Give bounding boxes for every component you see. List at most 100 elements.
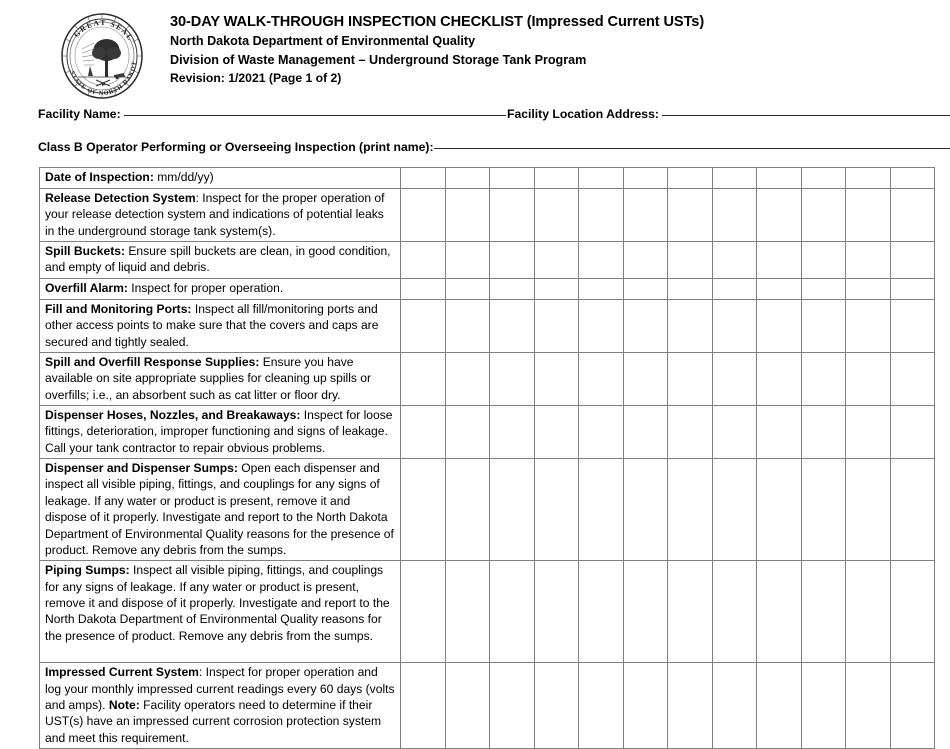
checklist-check-cell[interactable] [579, 300, 624, 353]
facility-address-field[interactable]: Facility Location Address: [494, 107, 950, 122]
checklist-check-cell[interactable] [445, 561, 490, 663]
checklist-check-cell[interactable] [445, 459, 490, 561]
checklist-check-cell[interactable] [401, 189, 446, 242]
checklist-check-cell[interactable] [668, 561, 713, 663]
checklist-check-cell[interactable] [668, 189, 713, 242]
checklist-check-cell[interactable] [445, 168, 490, 189]
facility-address-input[interactable] [662, 115, 950, 116]
checklist-check-cell[interactable] [579, 561, 624, 663]
checklist-check-cell[interactable] [401, 300, 446, 353]
checklist-check-cell[interactable] [757, 189, 802, 242]
checklist-check-cell[interactable] [846, 459, 891, 561]
checklist-check-cell[interactable] [757, 168, 802, 189]
checklist-check-cell[interactable] [668, 353, 713, 406]
checklist-check-cell[interactable] [668, 242, 713, 279]
checklist-check-cell[interactable] [757, 279, 802, 300]
checklist-check-cell[interactable] [846, 279, 891, 300]
checklist-check-cell[interactable] [401, 459, 446, 561]
checklist-check-cell[interactable] [623, 406, 668, 459]
checklist-check-cell[interactable] [579, 459, 624, 561]
checklist-check-cell[interactable] [490, 406, 535, 459]
checklist-check-cell[interactable] [445, 300, 490, 353]
checklist-check-cell[interactable] [801, 189, 846, 242]
facility-name-field[interactable]: Facility Name: [38, 107, 496, 122]
checklist-check-cell[interactable] [579, 168, 624, 189]
checklist-check-cell[interactable] [490, 242, 535, 279]
checklist-check-cell[interactable] [801, 459, 846, 561]
checklist-check-cell[interactable] [579, 663, 624, 749]
checklist-check-cell[interactable] [490, 459, 535, 561]
checklist-check-cell[interactable] [846, 168, 891, 189]
checklist-check-cell[interactable] [445, 242, 490, 279]
checklist-check-cell[interactable] [757, 300, 802, 353]
class-b-operator-input[interactable] [434, 148, 950, 149]
checklist-check-cell[interactable] [757, 353, 802, 406]
checklist-check-cell[interactable] [623, 561, 668, 663]
checklist-check-cell[interactable] [712, 406, 757, 459]
checklist-check-cell[interactable] [623, 663, 668, 749]
checklist-check-cell[interactable] [668, 300, 713, 353]
checklist-check-cell[interactable] [579, 189, 624, 242]
checklist-check-cell[interactable] [623, 242, 668, 279]
checklist-check-cell[interactable] [445, 279, 490, 300]
facility-name-input[interactable] [124, 115, 496, 116]
checklist-check-cell[interactable] [579, 279, 624, 300]
checklist-check-cell[interactable] [534, 189, 579, 242]
checklist-check-cell[interactable] [401, 168, 446, 189]
checklist-check-cell[interactable] [445, 353, 490, 406]
checklist-check-cell[interactable] [490, 189, 535, 242]
checklist-check-cell[interactable] [490, 353, 535, 406]
checklist-check-cell[interactable] [712, 663, 757, 749]
checklist-check-cell[interactable] [534, 168, 579, 189]
checklist-check-cell[interactable] [846, 353, 891, 406]
checklist-check-cell[interactable] [890, 406, 935, 459]
checklist-check-cell[interactable] [890, 561, 935, 663]
checklist-check-cell[interactable] [846, 300, 891, 353]
checklist-check-cell[interactable] [534, 406, 579, 459]
checklist-check-cell[interactable] [846, 242, 891, 279]
checklist-check-cell[interactable] [579, 242, 624, 279]
checklist-check-cell[interactable] [890, 459, 935, 561]
checklist-check-cell[interactable] [712, 168, 757, 189]
checklist-check-cell[interactable] [490, 561, 535, 663]
checklist-check-cell[interactable] [623, 353, 668, 406]
checklist-check-cell[interactable] [445, 189, 490, 242]
checklist-check-cell[interactable] [534, 300, 579, 353]
checklist-check-cell[interactable] [890, 300, 935, 353]
checklist-check-cell[interactable] [890, 663, 935, 749]
checklist-check-cell[interactable] [623, 300, 668, 353]
checklist-check-cell[interactable] [401, 242, 446, 279]
checklist-check-cell[interactable] [801, 168, 846, 189]
checklist-check-cell[interactable] [534, 353, 579, 406]
checklist-check-cell[interactable] [490, 168, 535, 189]
checklist-check-cell[interactable] [401, 561, 446, 663]
checklist-check-cell[interactable] [890, 242, 935, 279]
checklist-check-cell[interactable] [668, 459, 713, 561]
checklist-check-cell[interactable] [534, 242, 579, 279]
checklist-check-cell[interactable] [445, 663, 490, 749]
checklist-check-cell[interactable] [579, 406, 624, 459]
checklist-check-cell[interactable] [401, 353, 446, 406]
checklist-check-cell[interactable] [623, 189, 668, 242]
checklist-check-cell[interactable] [712, 242, 757, 279]
checklist-check-cell[interactable] [623, 279, 668, 300]
checklist-check-cell[interactable] [846, 561, 891, 663]
checklist-check-cell[interactable] [668, 168, 713, 189]
checklist-check-cell[interactable] [445, 406, 490, 459]
checklist-check-cell[interactable] [712, 189, 757, 242]
checklist-check-cell[interactable] [534, 663, 579, 749]
checklist-check-cell[interactable] [712, 300, 757, 353]
checklist-check-cell[interactable] [401, 279, 446, 300]
checklist-check-cell[interactable] [401, 663, 446, 749]
checklist-check-cell[interactable] [890, 168, 935, 189]
checklist-check-cell[interactable] [623, 168, 668, 189]
checklist-check-cell[interactable] [712, 459, 757, 561]
checklist-check-cell[interactable] [534, 279, 579, 300]
checklist-check-cell[interactable] [801, 353, 846, 406]
checklist-check-cell[interactable] [846, 406, 891, 459]
checklist-check-cell[interactable] [801, 279, 846, 300]
checklist-check-cell[interactable] [801, 242, 846, 279]
checklist-check-cell[interactable] [757, 663, 802, 749]
checklist-check-cell[interactable] [534, 561, 579, 663]
checklist-check-cell[interactable] [712, 279, 757, 300]
